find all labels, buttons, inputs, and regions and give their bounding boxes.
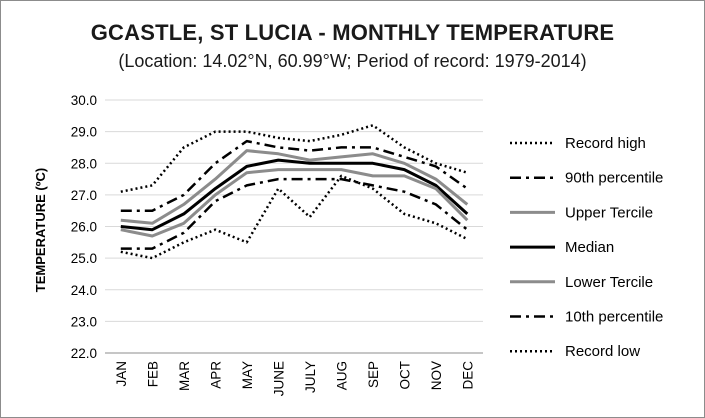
legend-label: Lower Tercile	[565, 274, 653, 291]
x-tick-label: SEP	[366, 361, 381, 388]
series-lines	[120, 124, 469, 260]
y-tick-label: 23.0	[71, 314, 97, 329]
x-tick-label: JULY	[303, 361, 318, 393]
y-tick-label: 27.0	[71, 188, 97, 203]
legend-label: Upper Tercile	[565, 204, 653, 221]
x-tick-label: APR	[208, 361, 223, 389]
y-tick-label: 26.0	[71, 220, 97, 235]
x-tick-label: JAN	[114, 361, 129, 387]
y-tick-label: 30.0	[71, 93, 97, 108]
x-tick-label: FEB	[145, 361, 160, 387]
x-axis-ticks: JAN FEB MAR APR MAY JUNE JULY AUG SEP OCT NOV DEC	[114, 361, 476, 397]
y-tick-label: 25.0	[71, 251, 97, 266]
series-line-lower-tercile	[120, 168, 469, 238]
x-tick-label: OCT	[397, 361, 412, 390]
series-line-90th-percentile	[120, 139, 469, 212]
x-tick-label: MAR	[177, 361, 192, 391]
x-tick-label: MAY	[240, 361, 255, 389]
y-tick-label: 24.0	[71, 283, 97, 298]
y-tick-label: 29.0	[71, 125, 97, 140]
chart-title: GCASTLE, ST LUCIA - MONTHLY TEMPERATURE	[90, 20, 615, 45]
legend-label: Median	[565, 239, 614, 256]
series-line-record-high	[120, 124, 468, 193]
x-tick-label: DEC	[460, 361, 475, 390]
x-tick-label: AUG	[334, 361, 349, 390]
y-tick-label: 22.0	[71, 346, 97, 361]
legend-label: 10th percentile	[565, 309, 663, 326]
legend-label: Record high	[565, 135, 646, 152]
legend-label: 90th percentile	[565, 170, 663, 187]
series-line-record-low	[120, 174, 468, 260]
chart-subtitle: (Location: 14.02°N, 60.99°W; Period of r…	[118, 51, 587, 71]
series-line-median	[120, 158, 469, 232]
x-tick-label: JUNE	[271, 361, 286, 396]
gridlines	[105, 99, 483, 354]
x-tick-label: NOV	[429, 361, 444, 390]
legend-label: Record low	[565, 343, 640, 360]
series-line-10th-percentile	[120, 177, 469, 250]
series-line-upper-tercile	[120, 149, 469, 225]
y-axis-label: TEMPERATURE (ºC)	[33, 168, 48, 292]
y-tick-label: 28.0	[71, 156, 97, 171]
legend: Record high 90th percentile Upper Tercile M…	[510, 135, 663, 360]
y-axis-ticks: 22.0 23.0 24.0 25.0 26.0 27.0 28.0 29.0 30.0	[71, 93, 97, 361]
